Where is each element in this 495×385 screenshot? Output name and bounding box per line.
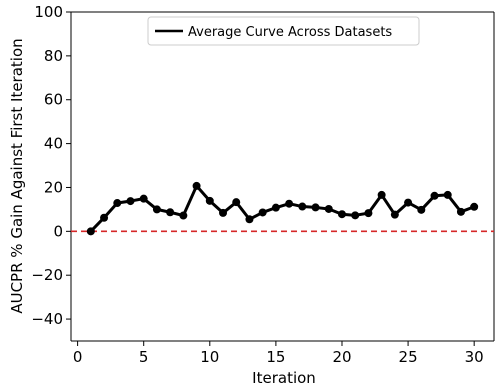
legend-entry-label: Average Curve Across Datasets <box>188 25 392 40</box>
series-line <box>89 184 475 233</box>
data-point <box>100 213 109 222</box>
data-point <box>377 190 386 199</box>
data-point <box>245 215 254 224</box>
data-point <box>364 209 373 218</box>
data-point <box>390 210 399 219</box>
y-tick-label: 60 <box>44 91 63 109</box>
y-tick-label: −20 <box>31 266 63 284</box>
y-tick-label: 80 <box>44 47 63 65</box>
legend: Average Curve Across Datasets <box>147 16 420 46</box>
data-point <box>192 181 201 190</box>
data-point <box>113 199 122 208</box>
data-point <box>152 205 161 214</box>
x-tick-label: 30 <box>465 348 484 366</box>
data-point <box>311 203 320 212</box>
data-point <box>205 196 214 205</box>
data-point <box>443 190 452 199</box>
legend-box <box>147 16 420 46</box>
x-tick-label: 25 <box>399 348 418 366</box>
x-axis-label: Iteration <box>252 369 316 385</box>
y-axis-label: AUCPR % Gain Against First Iteration <box>8 38 26 313</box>
data-point <box>166 208 175 217</box>
x-tick-label: 20 <box>332 348 351 366</box>
data-point <box>351 211 360 220</box>
data-point <box>219 208 228 217</box>
x-ticks: 0 5 10 15 20 25 30 <box>73 341 484 366</box>
y-tick-label: 40 <box>44 135 63 153</box>
x-tick-label: 5 <box>139 348 149 366</box>
y-tick-label: 20 <box>44 178 63 196</box>
data-point <box>456 207 465 216</box>
data-point <box>324 204 333 213</box>
y-tick-label: 100 <box>34 3 63 21</box>
data-point <box>298 202 307 211</box>
axes-frame <box>70 11 495 342</box>
x-tick-label: 15 <box>266 348 285 366</box>
data-point <box>430 191 439 200</box>
data-point <box>86 227 95 236</box>
data-point <box>232 198 241 207</box>
data-point <box>285 199 294 208</box>
x-tick-label: 0 <box>73 348 83 366</box>
data-point <box>337 210 346 219</box>
data-point <box>258 208 267 217</box>
data-point <box>179 211 188 220</box>
series-layer <box>86 181 479 236</box>
data-point <box>126 197 135 206</box>
data-point <box>470 202 479 211</box>
x-tick-label: 10 <box>200 348 219 366</box>
data-point <box>417 205 426 214</box>
y-ticks: −40 −20 0 20 40 60 80 100 <box>31 3 71 328</box>
y-tick-label: −40 <box>31 310 63 328</box>
data-point <box>139 194 148 203</box>
data-point <box>271 203 280 212</box>
y-tick-label: 0 <box>53 222 63 240</box>
data-point <box>404 198 413 207</box>
